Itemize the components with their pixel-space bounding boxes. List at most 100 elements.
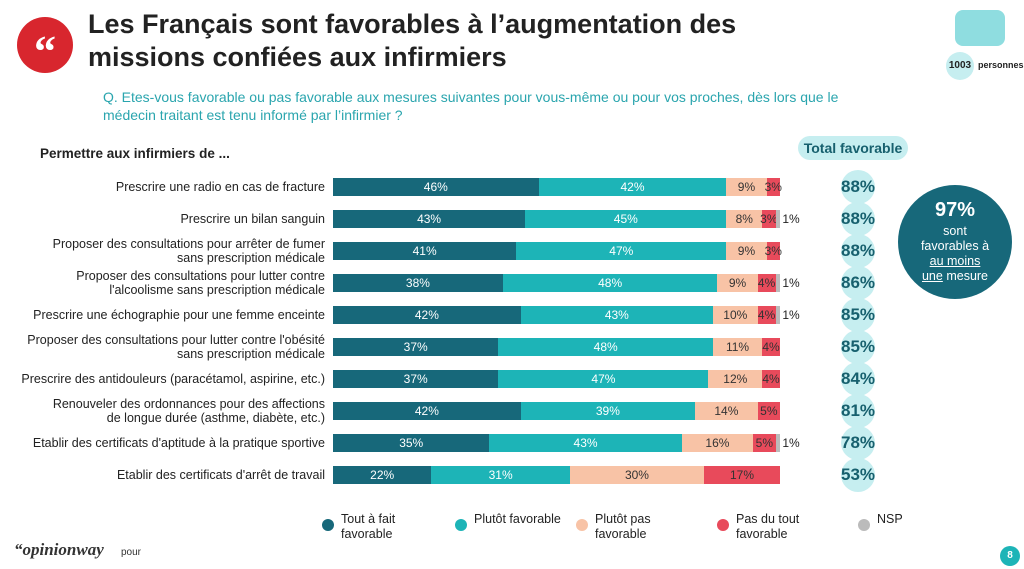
callout-text-after: mesure [946, 269, 989, 283]
legend-marker [322, 519, 334, 531]
total-circle [841, 170, 875, 204]
bar-segment [695, 402, 758, 420]
bar-label: 5% [760, 404, 778, 418]
bar-label: 45% [613, 212, 638, 226]
bar-segment [498, 370, 709, 388]
bar-segment [516, 242, 727, 260]
brand: “opinionway [14, 540, 104, 559]
row-label: Renouveler des ordonnances pour des affe… [52, 397, 325, 425]
bar-segment [333, 274, 503, 292]
bar-segment [766, 178, 780, 196]
bar-label: 46% [423, 180, 448, 194]
row-label: Prescrire une radio en cas de fracture [115, 180, 325, 194]
bar-label: 22% [370, 468, 395, 482]
bar-label: 42% [620, 180, 645, 194]
bar-segment [775, 210, 780, 228]
total-circle [841, 266, 875, 300]
sample-unit: personnes [978, 60, 1024, 70]
bar-label: 42% [414, 404, 439, 418]
legend-marker [576, 519, 588, 531]
total-circle [841, 362, 875, 396]
row-label: Proposer des consultations pour lutter c… [76, 269, 325, 297]
bar-segment [569, 466, 704, 484]
bar-segment [333, 242, 517, 260]
callout-value: 97% [934, 199, 976, 221]
axis-label: Permettre aux infirmiers de ... [40, 146, 230, 161]
bar-label: 12% [723, 372, 748, 386]
bar-segment [525, 210, 727, 228]
total-label: 88% [840, 241, 876, 260]
legend-label: NSP [877, 512, 903, 526]
row-label: Prescrire des antidouleurs (paracétamol,… [21, 372, 325, 386]
row-label: Etablir des certificats d'arrêt de trava… [116, 468, 325, 482]
bar-segment [520, 306, 713, 324]
quote-icon: “ [17, 17, 73, 76]
bar-label: 37% [403, 340, 428, 354]
total-label: 88% [840, 177, 876, 196]
callout: 97% sont favorables à au moins une mesur… [898, 185, 1012, 299]
bar-segment [775, 434, 780, 452]
bar-segment [753, 434, 776, 452]
total-circle [841, 330, 875, 364]
bar-label: 42% [414, 308, 439, 322]
callout-text-before: sont favorables à [920, 224, 990, 253]
bar-segment [704, 466, 780, 484]
bar-label: 17% [729, 468, 755, 482]
legend-label: Tout à fait favorable [341, 512, 396, 541]
bar-label: 3% [760, 212, 778, 226]
question: Q. Etes-vous favorable ou pas favorable … [103, 89, 839, 123]
bar-segment [762, 338, 780, 356]
total-label: 85% [840, 337, 876, 356]
total-circle [841, 234, 875, 268]
bar-segment [681, 434, 754, 452]
bar-label: 43% [573, 436, 598, 450]
row-label: Proposer des consultations pour lutter c… [27, 333, 325, 361]
bar-label: 4% [757, 276, 776, 290]
total-circle [841, 458, 875, 492]
bar-segment [766, 242, 780, 260]
bar-label: 1% [782, 212, 800, 226]
bar-label: 3% [764, 180, 782, 194]
total-label: 88% [840, 209, 876, 228]
bar-label: 16% [705, 436, 730, 450]
bar-segment [762, 210, 776, 228]
bar-segment [726, 178, 767, 196]
bar-label: 3% [764, 244, 782, 258]
total-label: 81% [840, 401, 876, 420]
people-icon [955, 10, 1005, 46]
bar-label: 5% [755, 436, 774, 450]
bar-label: 43% [604, 308, 629, 322]
bar-label: 1% [782, 436, 800, 450]
bar-label: 4% [757, 308, 776, 322]
bar-label: 9% [737, 244, 756, 258]
bar-segment [726, 210, 763, 228]
bar-label: 31% [488, 468, 513, 482]
bar-segment [712, 338, 763, 356]
bar-segment [757, 306, 776, 324]
bar-label: 30% [624, 468, 649, 482]
title: Les Français sont favorables à l’augment… [88, 9, 737, 72]
row-label: Prescrire un bilan sanguin [180, 212, 325, 226]
bar-label: 8% [735, 212, 753, 226]
total-circle [841, 394, 875, 428]
row-label: Proposer des consultations pour arrêter … [52, 237, 325, 265]
total-circle [841, 202, 875, 236]
bar-label: 4% [762, 372, 780, 386]
bar-segment [498, 338, 713, 356]
bar-segment [333, 466, 432, 484]
bar-segment [489, 434, 682, 452]
bar-segment [712, 306, 758, 324]
bar-label: 37% [403, 372, 428, 386]
bar-segment [717, 274, 758, 292]
bar-label: 38% [405, 276, 430, 290]
page-number: 8 [1000, 546, 1020, 566]
sample-size: 1003 [946, 52, 974, 80]
bar-segment [333, 210, 526, 228]
bar-segment [757, 402, 780, 420]
bar-label: 43% [417, 212, 442, 226]
bar-segment [333, 434, 490, 452]
bar-segment [333, 306, 521, 324]
bar-label: 4% [762, 340, 780, 354]
bar-label: 1% [782, 276, 800, 290]
